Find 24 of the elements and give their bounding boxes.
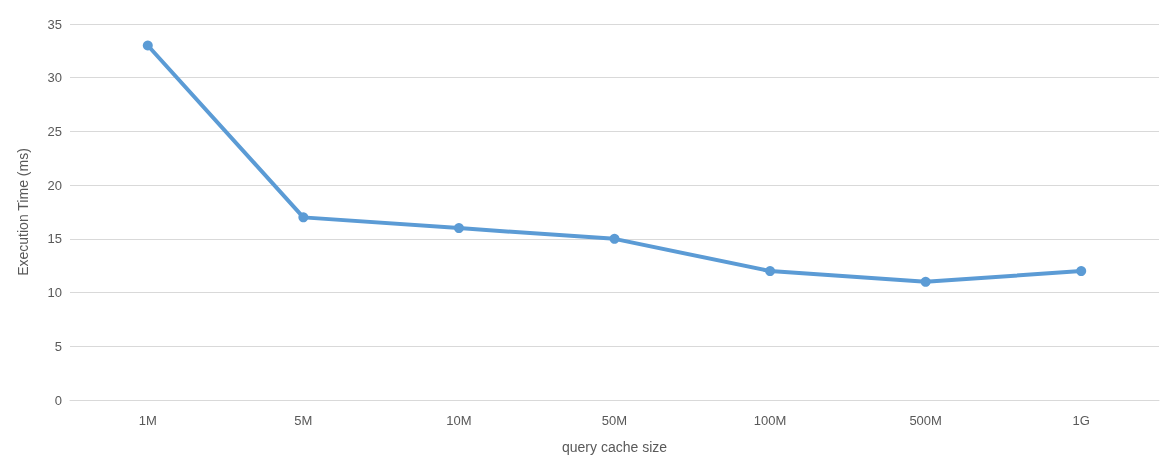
x-tick-label: 10M (446, 413, 472, 428)
x-tick-label: 1G (1072, 413, 1090, 428)
y-axis-title: Execution Time (ms) (15, 148, 31, 276)
x-axis-title: query cache size (561, 439, 668, 455)
point (765, 266, 776, 277)
x-tick-label: 500M (909, 413, 942, 428)
point (298, 212, 309, 223)
x-tick-label: 50M (601, 413, 628, 428)
point (453, 223, 464, 234)
point (1076, 266, 1087, 277)
y-tick-label: 35 (47, 16, 62, 32)
x-tick-label: 1M (138, 413, 157, 428)
y-tick-label: 20 (47, 177, 62, 193)
x-tick-label: 5M (294, 413, 313, 428)
x-tick-label: 100M (753, 413, 787, 428)
point (920, 276, 931, 287)
y-tick-label: 5 (54, 338, 62, 354)
point (609, 233, 620, 244)
y-tick-label: 10 (47, 285, 62, 301)
y-tick-label: 25 (47, 123, 62, 139)
y-tick-label: 30 (47, 70, 62, 86)
point (142, 40, 153, 51)
y-tick-label: 0 (54, 392, 62, 408)
y-tick-label: 15 (47, 231, 62, 247)
